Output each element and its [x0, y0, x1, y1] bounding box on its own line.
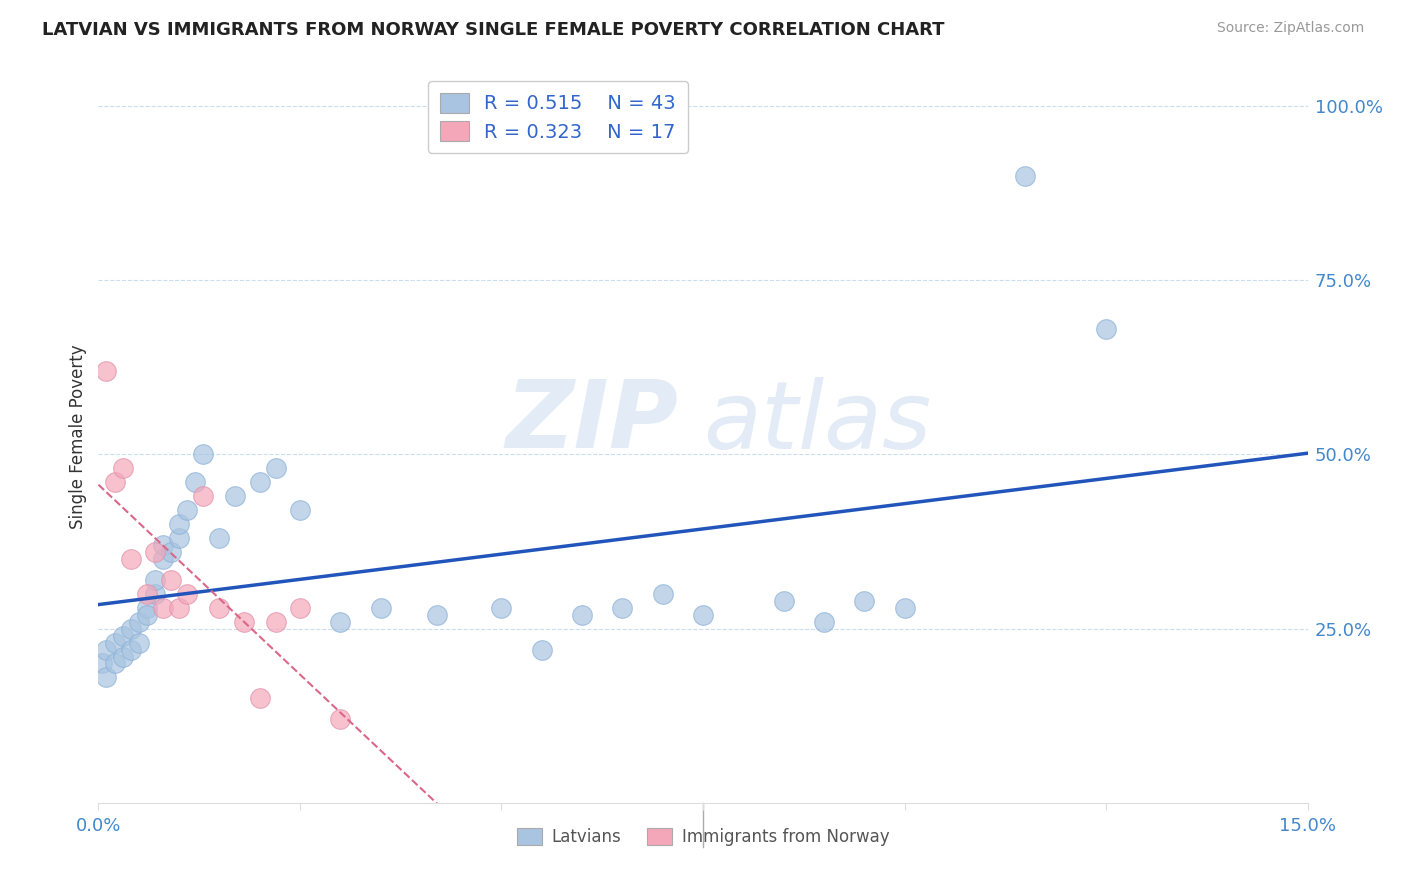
Point — [692, 607, 714, 622]
Point — [111, 629, 134, 643]
Point — [208, 531, 231, 545]
Point — [249, 475, 271, 490]
Point — [1014, 169, 1036, 183]
Point — [426, 607, 449, 622]
Text: Source: ZipAtlas.com: Source: ZipAtlas.com — [1216, 21, 1364, 35]
Point — [249, 691, 271, 706]
Point — [120, 552, 142, 566]
Point — [167, 600, 190, 615]
Point — [329, 615, 352, 629]
Point — [813, 615, 835, 629]
Point — [152, 600, 174, 615]
Point — [370, 600, 392, 615]
Legend: Latvians, Immigrants from Norway: Latvians, Immigrants from Norway — [510, 822, 896, 853]
Point — [176, 503, 198, 517]
Point — [264, 615, 287, 629]
Point — [91, 657, 114, 671]
Point — [288, 600, 311, 615]
Text: ZIP: ZIP — [506, 376, 679, 468]
Point — [152, 538, 174, 552]
Point — [160, 545, 183, 559]
Point — [1095, 322, 1118, 336]
Point — [612, 600, 634, 615]
Point — [893, 600, 915, 615]
Point — [167, 517, 190, 532]
Point — [128, 615, 150, 629]
Point — [160, 573, 183, 587]
Point — [176, 587, 198, 601]
Point — [103, 475, 125, 490]
Point — [167, 531, 190, 545]
Point — [135, 600, 157, 615]
Point — [184, 475, 207, 490]
Point — [135, 607, 157, 622]
Text: LATVIAN VS IMMIGRANTS FROM NORWAY SINGLE FEMALE POVERTY CORRELATION CHART: LATVIAN VS IMMIGRANTS FROM NORWAY SINGLE… — [42, 21, 945, 38]
Point — [530, 642, 553, 657]
Point — [120, 622, 142, 636]
Point — [571, 607, 593, 622]
Point — [853, 594, 876, 608]
Point — [128, 635, 150, 649]
Point — [143, 545, 166, 559]
Point — [329, 712, 352, 726]
Point — [193, 489, 215, 503]
Point — [143, 573, 166, 587]
Point — [152, 552, 174, 566]
Point — [264, 461, 287, 475]
Point — [111, 461, 134, 475]
Point — [111, 649, 134, 664]
Point — [772, 594, 794, 608]
Point — [232, 615, 254, 629]
Point — [193, 448, 215, 462]
Point — [224, 489, 246, 503]
Text: atlas: atlas — [703, 377, 931, 468]
Point — [96, 670, 118, 684]
Point — [651, 587, 673, 601]
Point — [491, 600, 513, 615]
Point — [96, 364, 118, 378]
Point — [96, 642, 118, 657]
Point — [135, 587, 157, 601]
Point — [208, 600, 231, 615]
Point — [103, 635, 125, 649]
Point — [120, 642, 142, 657]
Point — [103, 657, 125, 671]
Y-axis label: Single Female Poverty: Single Female Poverty — [69, 345, 87, 529]
Point — [143, 587, 166, 601]
Point — [288, 503, 311, 517]
